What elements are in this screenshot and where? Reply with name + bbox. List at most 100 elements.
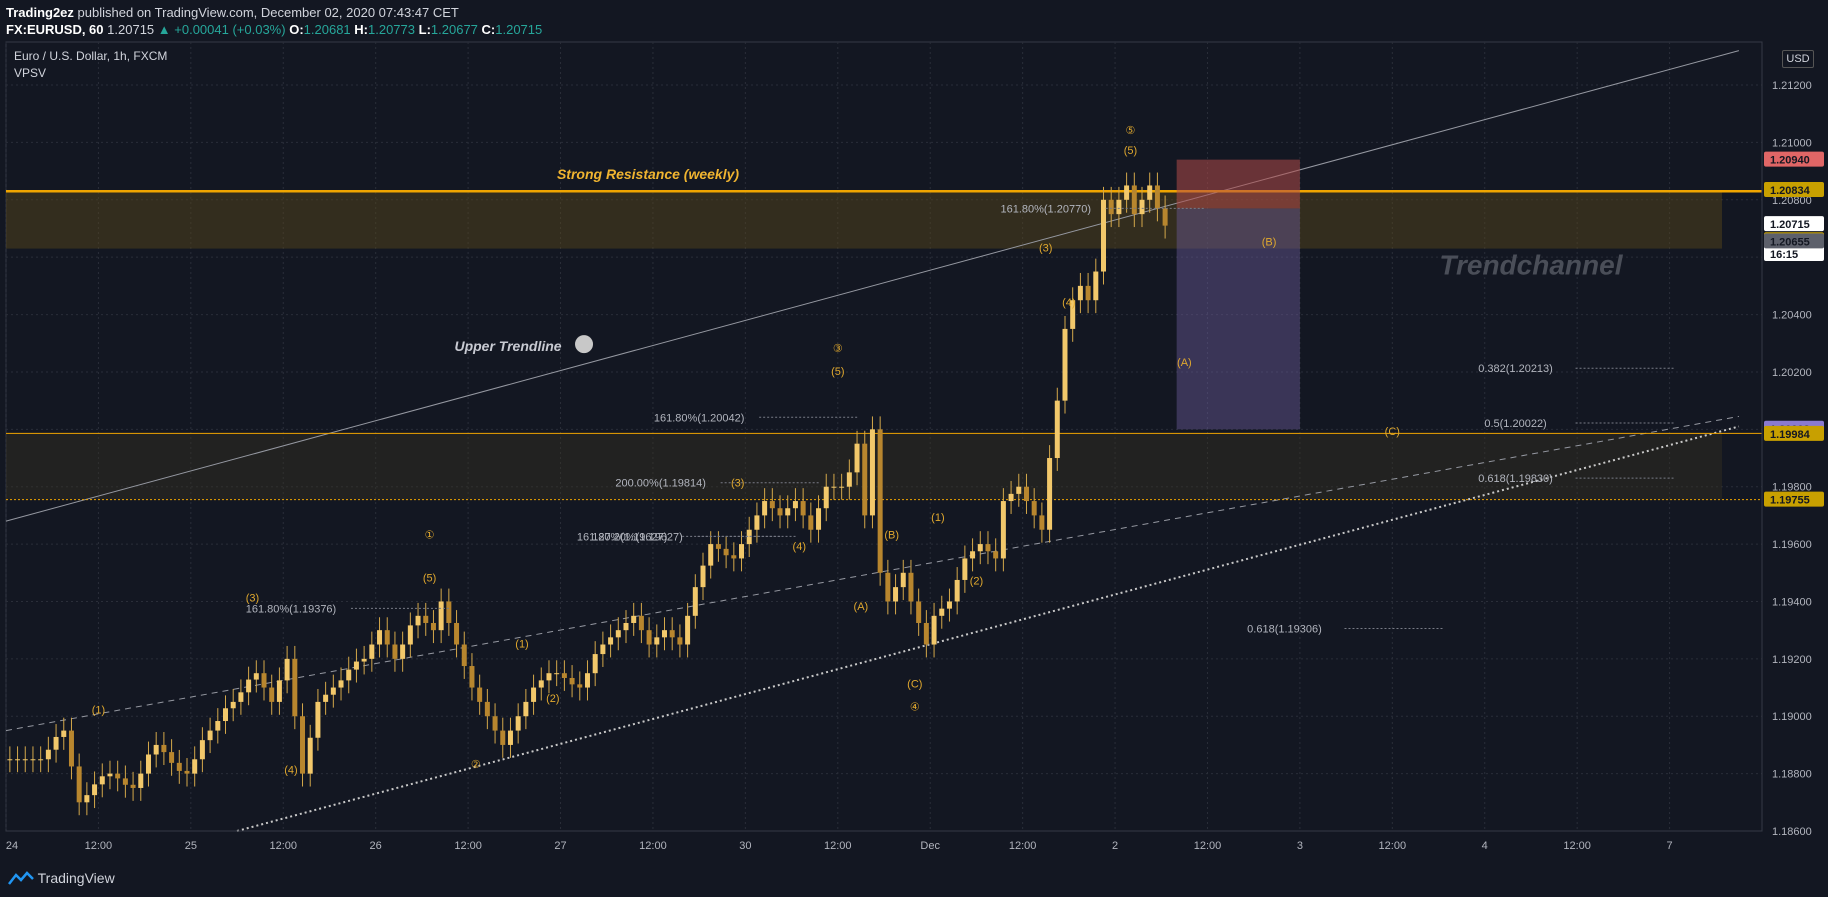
fib-label: 0.382(1.20213) bbox=[1478, 363, 1553, 375]
candle-body bbox=[1054, 400, 1060, 459]
fib-label: 161.80%(1.20042) bbox=[654, 412, 745, 424]
wave-label: (1) bbox=[92, 704, 105, 716]
candle-body bbox=[685, 615, 691, 645]
high-value: 1.20773 bbox=[368, 22, 415, 37]
publish-line: Trading2ez published on TradingView.com,… bbox=[6, 5, 459, 20]
price-chart[interactable]: Strong Resistance (weekly) 161.80%(1.2077… bbox=[0, 0, 1828, 862]
y-tick-label: 1.18600 bbox=[1772, 826, 1812, 838]
axis-price-text: 1.20655 bbox=[1770, 236, 1810, 248]
axis-price-tag bbox=[1764, 245, 1824, 261]
candle-body bbox=[407, 625, 413, 645]
candle-body bbox=[138, 773, 144, 788]
candle-body bbox=[423, 615, 429, 623]
currency-button[interactable]: USD bbox=[1782, 50, 1814, 68]
candle-body bbox=[931, 615, 937, 645]
stop-zone bbox=[1176, 159, 1300, 209]
candle-body bbox=[184, 770, 190, 774]
fib-label: 200.00%(1.19814) bbox=[615, 478, 706, 490]
symbol-label[interactable]: FX:EURUSD, 60 bbox=[6, 22, 104, 37]
axis-price-tag bbox=[1764, 233, 1824, 249]
wave-label: (4) bbox=[1062, 297, 1075, 309]
x-tick-label: 27 bbox=[554, 840, 566, 852]
candle-body bbox=[1047, 458, 1053, 530]
candle-body bbox=[970, 551, 976, 559]
candle-body bbox=[338, 680, 344, 688]
candle-body bbox=[53, 736, 59, 750]
candle-body bbox=[977, 544, 983, 552]
candle-body bbox=[7, 759, 13, 761]
low-label: L: bbox=[418, 22, 431, 37]
candle-body bbox=[199, 740, 205, 760]
x-tick-label: 25 bbox=[185, 840, 197, 852]
candle-body bbox=[523, 701, 529, 717]
wave-label: (2) bbox=[970, 575, 983, 587]
y-tick-label: 1.18800 bbox=[1772, 769, 1812, 781]
x-tick-label: 12:00 bbox=[639, 840, 667, 852]
candle-body bbox=[1039, 515, 1045, 530]
footer-bar: TradingView bbox=[0, 862, 1828, 897]
x-tick-label: 24 bbox=[6, 840, 18, 852]
publish-text: published on TradingView.com, December 0… bbox=[77, 5, 459, 20]
wave-label: (3) bbox=[731, 478, 744, 490]
candle-body bbox=[38, 759, 44, 761]
candle-body bbox=[400, 644, 406, 659]
candle-body bbox=[1101, 199, 1106, 272]
x-tick-label: 7 bbox=[1667, 840, 1673, 852]
wave-label: (A) bbox=[854, 601, 869, 613]
candle-body bbox=[777, 508, 783, 516]
axis-price-text: 1.20715 bbox=[1770, 219, 1810, 231]
x-tick-label: 12:00 bbox=[454, 840, 482, 852]
wave-label: (C) bbox=[907, 679, 922, 691]
candle-body bbox=[45, 749, 51, 760]
candle-body bbox=[615, 630, 621, 638]
axis-price-tag bbox=[1764, 216, 1824, 232]
y-tick-label: 1.20800 bbox=[1772, 195, 1812, 207]
candle-body bbox=[361, 658, 367, 662]
axis-price-tag bbox=[1764, 425, 1824, 441]
wave-label: (B) bbox=[1262, 237, 1277, 249]
candle-body bbox=[238, 692, 244, 702]
x-tick-label: 12:00 bbox=[269, 840, 297, 852]
candle-body bbox=[469, 666, 475, 688]
candle-body bbox=[1077, 285, 1083, 301]
candle-body bbox=[962, 558, 968, 580]
candle-body bbox=[261, 673, 267, 688]
candle-body bbox=[1023, 486, 1029, 502]
candle-body bbox=[15, 759, 21, 761]
candle-body bbox=[99, 776, 105, 785]
candle-body bbox=[662, 630, 667, 638]
wave-label: ③ bbox=[833, 343, 843, 355]
plot-area bbox=[5, 41, 1763, 832]
y-tick-label: 1.19600 bbox=[1772, 539, 1812, 551]
axis-price-tag bbox=[1764, 491, 1824, 507]
candle-body bbox=[893, 587, 899, 602]
candle-body bbox=[831, 486, 837, 488]
x-tick-label: 12:00 bbox=[1379, 840, 1407, 852]
candle-body bbox=[415, 615, 421, 626]
candle-body bbox=[839, 486, 845, 488]
publisher-name[interactable]: Trading2ez bbox=[6, 5, 74, 20]
candle-body bbox=[808, 515, 814, 530]
candle-body bbox=[531, 687, 537, 702]
low-value: 1.20677 bbox=[430, 22, 478, 37]
candle-body bbox=[600, 644, 606, 655]
axis-price-tag bbox=[1764, 151, 1824, 167]
x-tick-label: 12:00 bbox=[1563, 840, 1591, 852]
candle-body bbox=[862, 443, 868, 516]
candle-body bbox=[677, 637, 683, 645]
candle-body bbox=[654, 637, 660, 645]
candle-body bbox=[145, 754, 151, 774]
axis-price-text: 1.19755 bbox=[1770, 495, 1810, 507]
candle-body bbox=[916, 601, 922, 623]
x-tick-label: Dec bbox=[920, 840, 940, 852]
candle-body bbox=[1000, 501, 1006, 559]
candle-body bbox=[546, 673, 552, 681]
candle-body bbox=[669, 630, 675, 638]
candle-body bbox=[723, 548, 729, 556]
candle-body bbox=[700, 565, 706, 588]
trendchannel-label: Trendchannel bbox=[1439, 249, 1623, 280]
tradingview-logo[interactable]: TradingView bbox=[8, 870, 115, 886]
candle-body bbox=[192, 759, 198, 774]
x-tick-label: 2 bbox=[1112, 840, 1118, 852]
price-change: ▲ +0.00041 (+0.03%) bbox=[157, 22, 286, 37]
